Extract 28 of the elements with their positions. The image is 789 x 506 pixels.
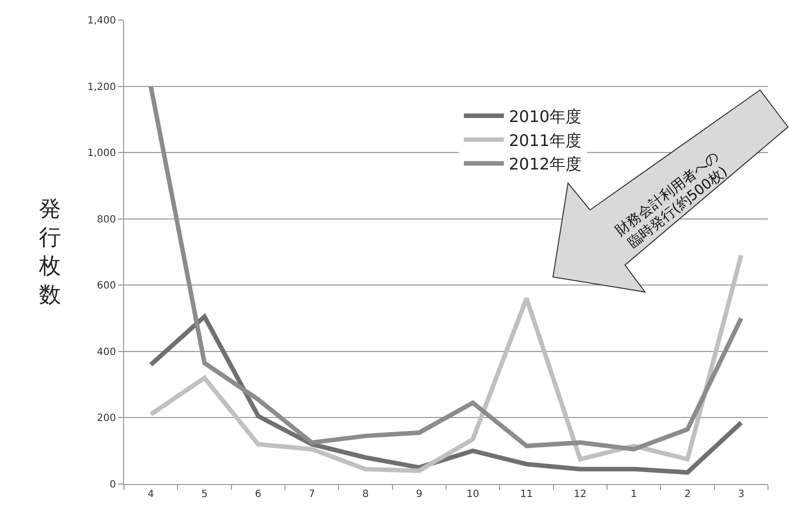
line-series bbox=[148, 253, 744, 473]
line-series bbox=[148, 84, 744, 452]
x-tick-label: 5 bbox=[201, 489, 208, 500]
y-tick-label: 1,200 bbox=[87, 82, 116, 93]
y-tick-label: 800 bbox=[96, 214, 116, 226]
y-tick-label: 600 bbox=[96, 280, 116, 292]
x-tick-label: 1 bbox=[630, 489, 638, 500]
y-axis-title: 発行枚数 bbox=[38, 197, 61, 308]
y-tick-label: 400 bbox=[96, 346, 116, 358]
y-tick-label: 1,000 bbox=[87, 148, 116, 160]
x-tick-label: 3 bbox=[738, 489, 744, 500]
legend-label: 2012年度 bbox=[508, 154, 582, 174]
x-tick-label: 9 bbox=[416, 489, 422, 500]
annotation: 財務会計利用者への 臨時発行(約500枚) bbox=[612, 149, 731, 252]
x-tick-label: 4 bbox=[148, 489, 154, 500]
x-tick-label: 8 bbox=[362, 489, 369, 500]
y-tick-label: 200 bbox=[96, 413, 116, 424]
x-tick-label: 11 bbox=[520, 489, 533, 500]
x-tick-label: 12 bbox=[574, 489, 587, 500]
x-tick-label: 10 bbox=[466, 489, 480, 500]
legend-label: 2011年度 bbox=[508, 130, 582, 150]
x-tick-label: 7 bbox=[308, 489, 316, 500]
x-tick-label: 2 bbox=[684, 489, 691, 500]
y-tick-label: 1,400 bbox=[87, 16, 116, 26]
x-tick-label: 6 bbox=[254, 489, 262, 500]
line-series bbox=[148, 314, 744, 475]
y-tick-label: 0 bbox=[110, 480, 116, 490]
legend-label: 2010年度 bbox=[508, 107, 582, 126]
